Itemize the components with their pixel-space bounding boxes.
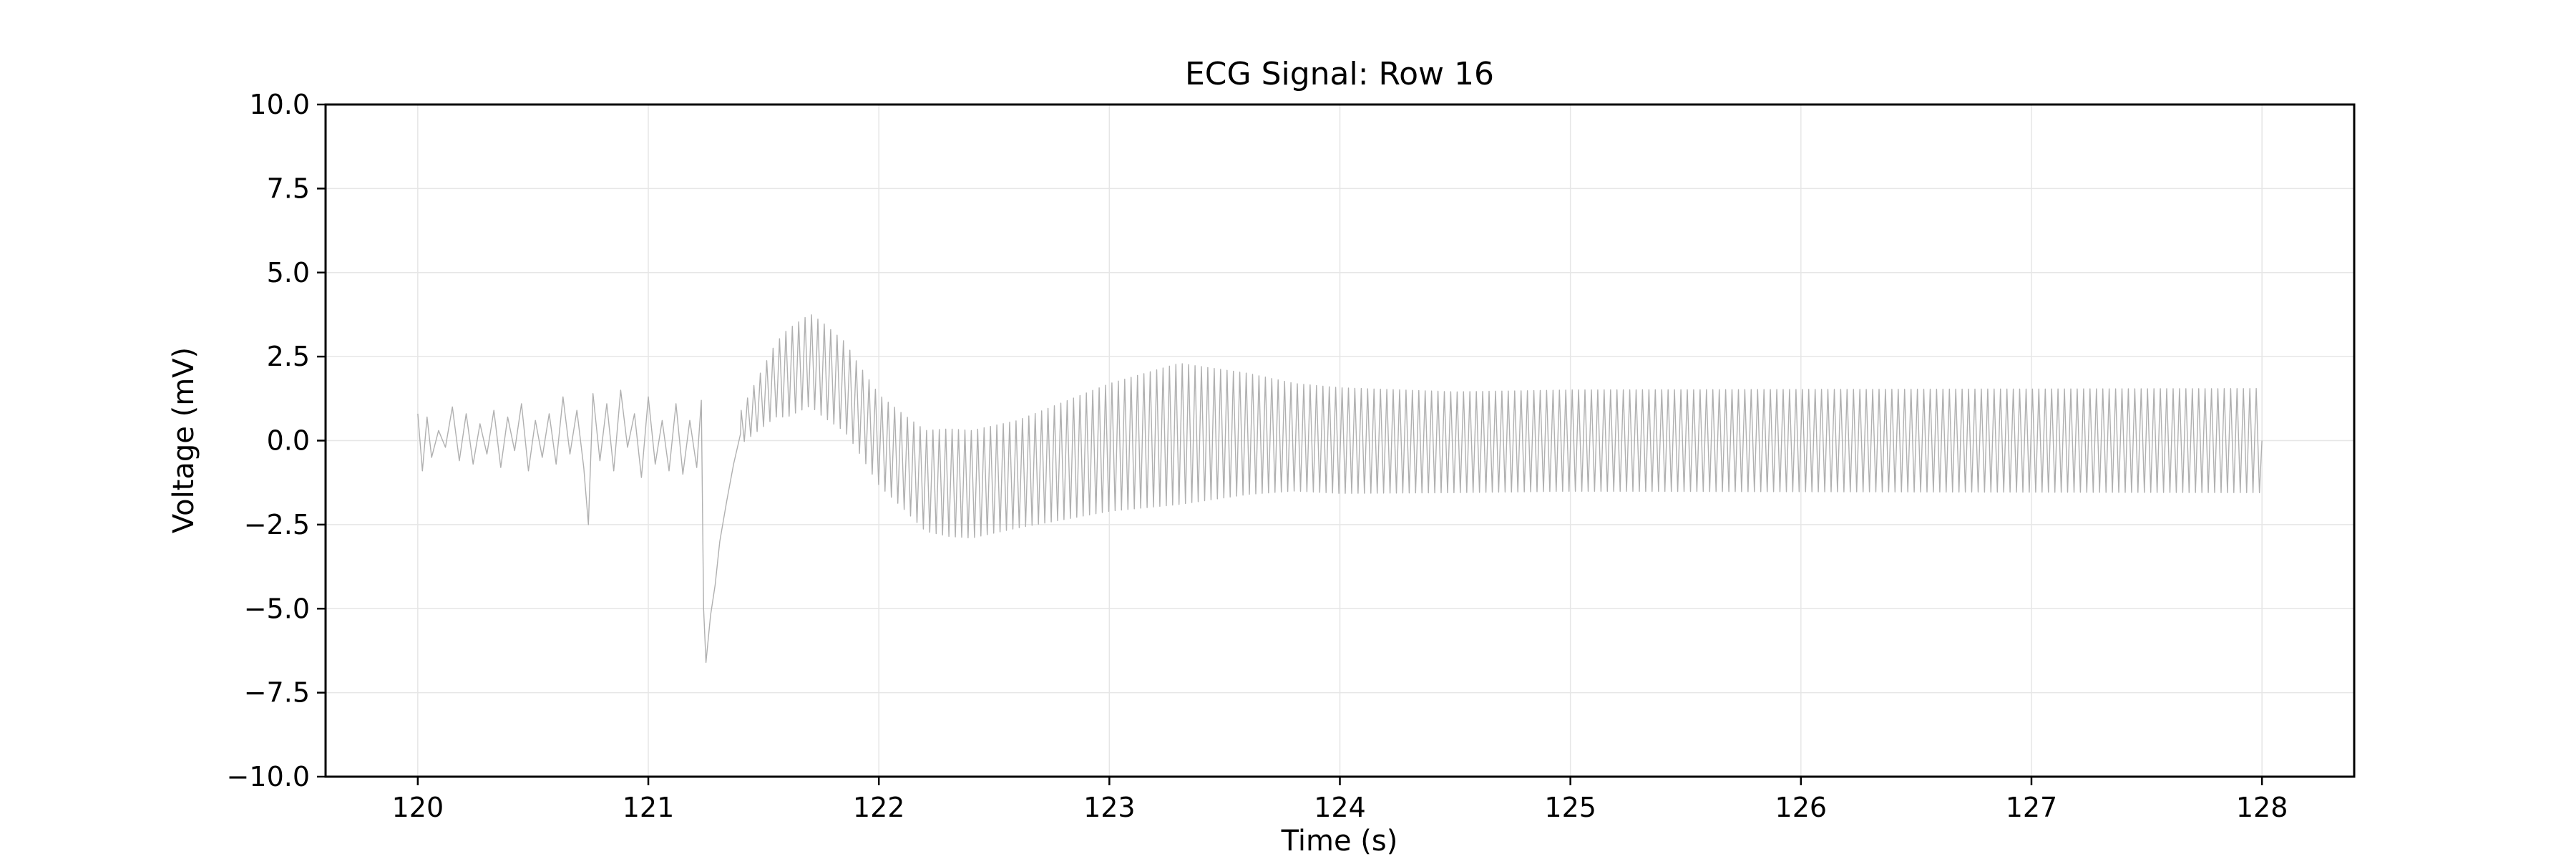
y-tick-label: −7.5 <box>244 677 310 709</box>
y-tick-label: 2.5 <box>267 341 310 372</box>
y-tick-label: −10.0 <box>227 761 310 792</box>
chart-title: ECG Signal: Row 16 <box>1185 56 1494 92</box>
y-tick-label: 10.0 <box>249 89 310 120</box>
y-tick-label: −2.5 <box>244 509 310 540</box>
x-tick-label: 121 <box>623 792 675 823</box>
y-tick-label: 0.0 <box>267 425 310 457</box>
x-tick-label: 127 <box>2006 792 2058 823</box>
y-axis-label: Voltage (mV) <box>167 347 200 533</box>
ecg-trace-line <box>417 314 2263 664</box>
tick-layer: 120 121 122 123 124 125 126 127 128 10.0 7.5 5.0 2.5… <box>227 89 2288 823</box>
x-tick-label: 125 <box>1544 792 1596 823</box>
x-tick-label: 128 <box>2236 792 2288 823</box>
y-tick-label: 5.0 <box>267 257 310 288</box>
y-tick-label: 7.5 <box>267 173 310 204</box>
x-tick-label: 120 <box>392 792 444 823</box>
x-tick-label: 122 <box>853 792 905 823</box>
x-tick-label: 123 <box>1083 792 1136 823</box>
x-axis-label: Time (s) <box>1281 825 1398 858</box>
y-tick-label: −5.0 <box>244 593 310 624</box>
trace-layer <box>417 314 2263 664</box>
x-tick-label: 126 <box>1775 792 1828 823</box>
x-tick-label: 124 <box>1314 792 1366 823</box>
